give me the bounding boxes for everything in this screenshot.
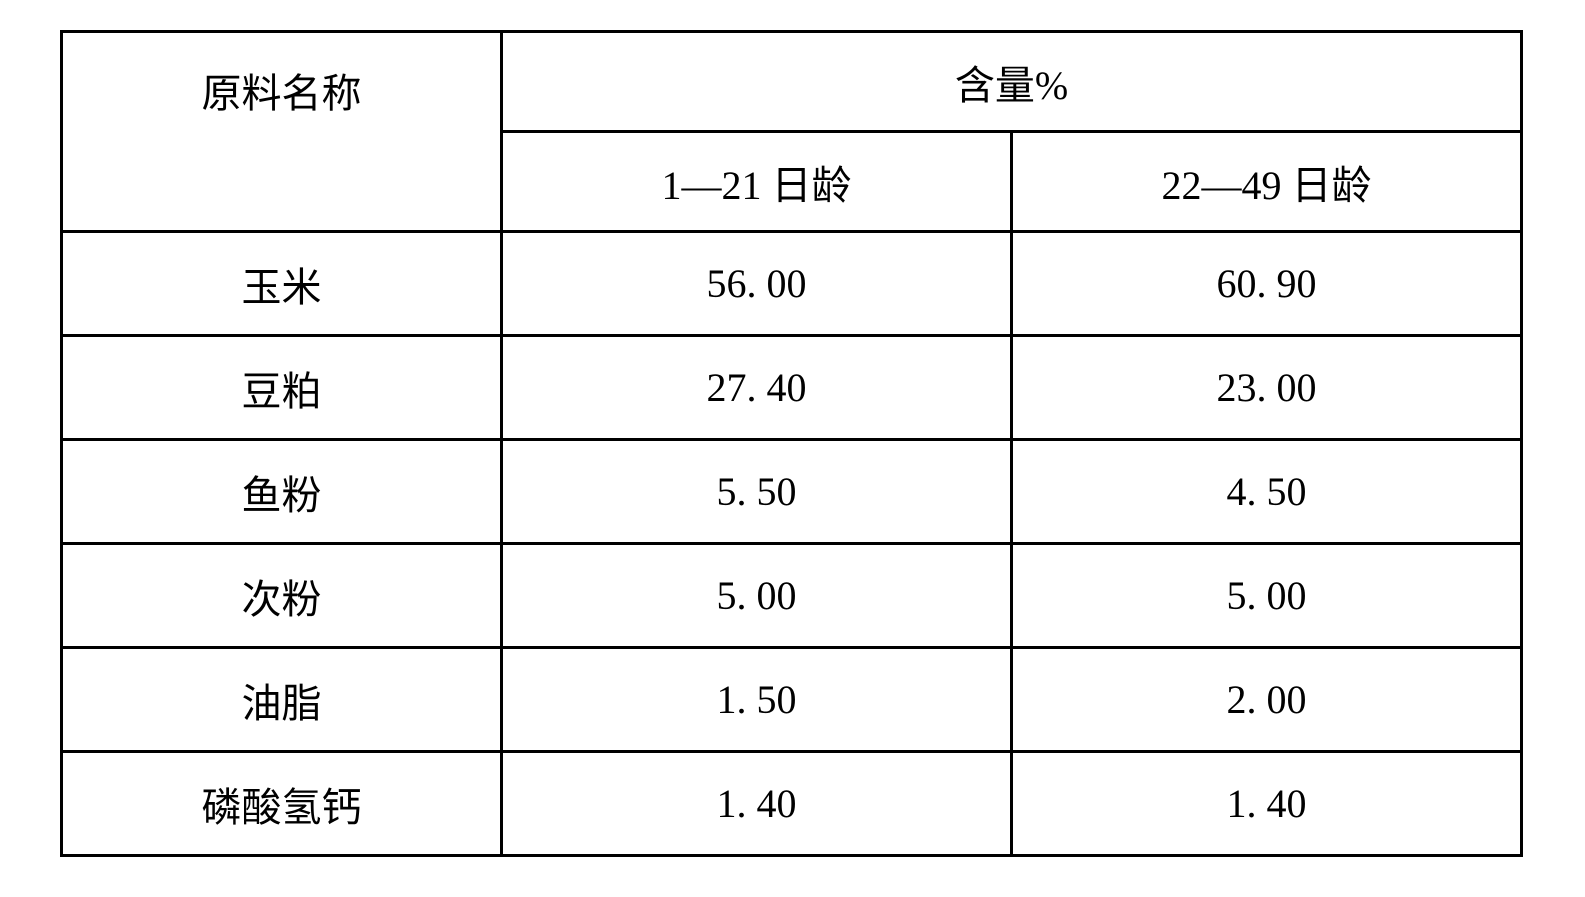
cell-name: 豆粕 — [62, 336, 502, 440]
cell-a: 27. 40 — [502, 336, 1012, 440]
cell-b: 4. 50 — [1012, 440, 1522, 544]
cell-b: 1. 40 — [1012, 752, 1522, 856]
header-col-a: 1—21 日龄 — [502, 132, 1012, 232]
cell-a: 1. 50 — [502, 648, 1012, 752]
table-row: 油脂 1. 50 2. 00 — [62, 648, 1522, 752]
table-row: 磷酸氢钙 1. 40 1. 40 — [62, 752, 1522, 856]
cell-a: 5. 00 — [502, 544, 1012, 648]
cell-b: 2. 00 — [1012, 648, 1522, 752]
cell-b: 5. 00 — [1012, 544, 1522, 648]
header-content-group: 含量% — [502, 32, 1522, 132]
cell-b: 23. 00 — [1012, 336, 1522, 440]
header-col-b: 22—49 日龄 — [1012, 132, 1522, 232]
cell-name: 玉米 — [62, 232, 502, 336]
cell-name: 鱼粉 — [62, 440, 502, 544]
cell-name: 油脂 — [62, 648, 502, 752]
table-row: 鱼粉 5. 50 4. 50 — [62, 440, 1522, 544]
table-row: 玉米 56. 00 60. 90 — [62, 232, 1522, 336]
ingredients-table: 原料名称 含量% 1—21 日龄 22—49 日龄 玉米 56. 00 60. … — [60, 30, 1523, 857]
cell-a: 56. 00 — [502, 232, 1012, 336]
header-name: 原料名称 — [62, 32, 502, 232]
cell-a: 1. 40 — [502, 752, 1012, 856]
cell-name: 磷酸氢钙 — [62, 752, 502, 856]
table-row: 次粉 5. 00 5. 00 — [62, 544, 1522, 648]
cell-b: 60. 90 — [1012, 232, 1522, 336]
cell-name: 次粉 — [62, 544, 502, 648]
table-row: 豆粕 27. 40 23. 00 — [62, 336, 1522, 440]
cell-a: 5. 50 — [502, 440, 1012, 544]
